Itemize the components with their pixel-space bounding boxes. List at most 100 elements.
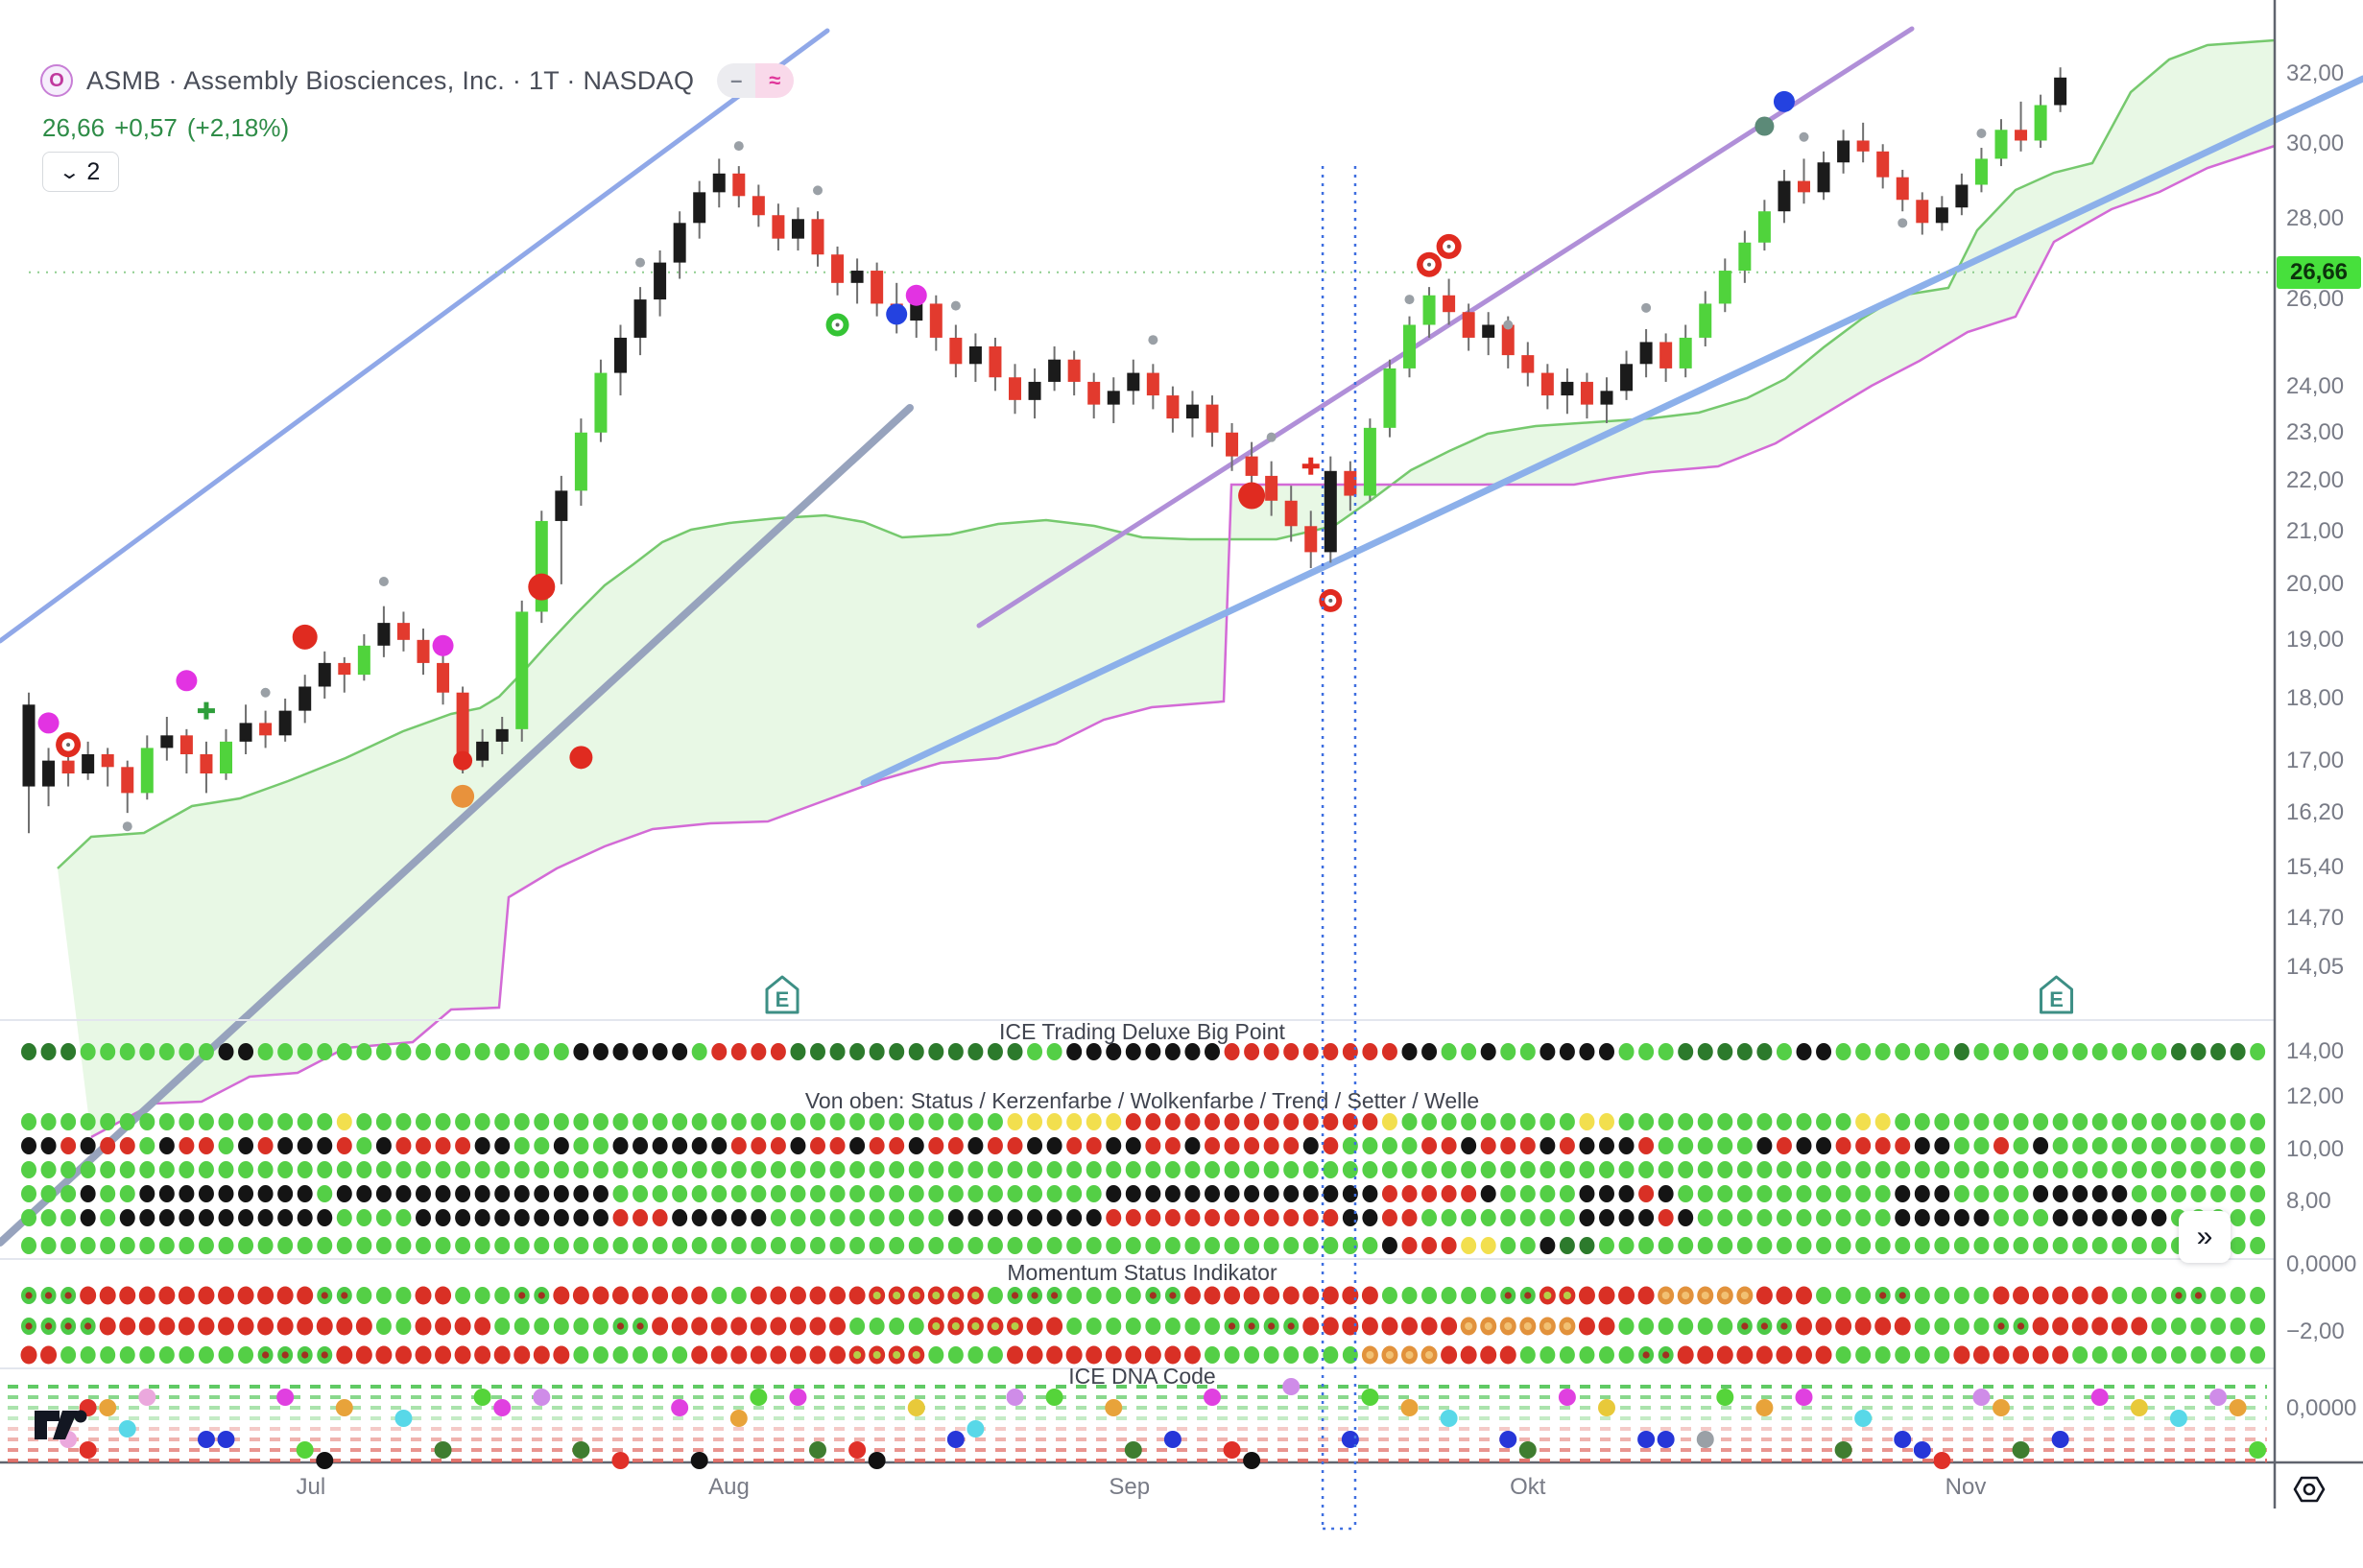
candle-body[interactable] [1087, 381, 1101, 405]
candle-body[interactable] [1107, 391, 1120, 405]
candle-body[interactable] [791, 219, 804, 239]
candle-body[interactable] [712, 173, 726, 193]
candle-body[interactable] [1403, 324, 1416, 368]
candle-body[interactable] [1048, 359, 1062, 382]
candle-body[interactable] [594, 372, 608, 433]
candle-body[interactable] [1718, 271, 1731, 304]
candle-body[interactable] [1916, 200, 1929, 224]
tradingview-logo-icon[interactable] [33, 1403, 94, 1452]
candle-body[interactable] [811, 219, 824, 255]
candle-body[interactable] [673, 223, 686, 263]
candle-body[interactable] [1757, 211, 1771, 243]
candle-body[interactable] [1817, 162, 1830, 193]
candle-body[interactable] [357, 645, 370, 676]
candle-body[interactable] [1482, 324, 1495, 338]
candle-body[interactable] [614, 337, 627, 373]
candle-body[interactable] [1876, 151, 1890, 178]
candle-body[interactable] [417, 639, 430, 663]
candle-body[interactable] [1304, 526, 1318, 553]
candle-body[interactable] [338, 662, 351, 676]
candle-body[interactable] [1699, 303, 1712, 338]
candle-body[interactable] [1383, 368, 1396, 428]
candle-body[interactable] [1284, 500, 1298, 527]
expand-panel-button[interactable]: » [2179, 1211, 2231, 1263]
candle-body[interactable] [1501, 324, 1515, 356]
candle-body[interactable] [772, 215, 785, 239]
candle-body[interactable] [693, 192, 706, 224]
wave-toggle-button[interactable]: ≈ [755, 63, 795, 98]
candle-body[interactable] [298, 686, 312, 711]
candle-body[interactable] [1639, 342, 1653, 365]
minus-toggle-button[interactable]: – [717, 63, 756, 98]
candle-body[interactable] [121, 767, 134, 794]
candle-body[interactable] [1837, 140, 1850, 163]
candle-body[interactable] [989, 345, 1002, 378]
candle-body[interactable] [495, 728, 509, 742]
candle-body[interactable] [259, 723, 273, 736]
candle-body[interactable] [1462, 312, 1475, 338]
candle-body[interactable] [1185, 404, 1199, 419]
earnings-icon[interactable] [2040, 975, 2074, 1014]
earnings-icon[interactable] [765, 975, 800, 1014]
candle-body[interactable] [1540, 372, 1554, 396]
collapse-indicators-button[interactable]: ⌄ 2 [42, 152, 119, 192]
candle-body[interactable] [1935, 207, 1948, 224]
candle-body[interactable] [1324, 470, 1337, 553]
candle-body[interactable] [22, 704, 36, 787]
candle-body[interactable] [1344, 470, 1357, 496]
candle-body[interactable] [278, 710, 292, 736]
candle-body[interactable] [437, 662, 450, 693]
candle-body[interactable] [1028, 381, 1041, 400]
candle-body[interactable] [1166, 395, 1180, 419]
candle-body[interactable] [1245, 456, 1258, 476]
candle-body[interactable] [752, 196, 765, 216]
candle-body[interactable] [929, 303, 943, 338]
candle-body[interactable] [831, 254, 845, 283]
candle-body[interactable] [1778, 180, 1791, 212]
candle-body[interactable] [61, 760, 75, 774]
candle-body[interactable] [179, 735, 193, 755]
candle-body[interactable] [1994, 130, 2008, 159]
candle-body[interactable] [1738, 242, 1752, 272]
candle-body[interactable] [555, 490, 568, 521]
candle-body[interactable] [42, 760, 56, 787]
candle-body[interactable] [101, 754, 114, 768]
candle-body[interactable] [476, 741, 489, 761]
candle-body[interactable] [1856, 140, 1870, 152]
candle-body[interactable] [1265, 475, 1278, 501]
candle-body[interactable] [1009, 377, 1021, 400]
candle-body[interactable] [871, 271, 884, 304]
candle-body[interactable] [1363, 427, 1376, 496]
trend-line[interactable] [976, 26, 1915, 629]
symbol-title[interactable]: ASMB · Assembly Biosciences, Inc. · 1T ·… [86, 65, 695, 95]
candle-body[interactable] [239, 723, 252, 742]
candle-body[interactable] [1620, 364, 1634, 392]
candle-body[interactable] [1896, 177, 1909, 201]
candle-body[interactable] [1955, 184, 1969, 208]
candle-body[interactable] [2054, 77, 2067, 106]
candle-body[interactable] [654, 262, 667, 300]
candle-body[interactable] [1600, 391, 1613, 405]
candle-body[interactable] [1798, 180, 1810, 193]
candle-body[interactable] [1561, 381, 1574, 396]
candle-body[interactable] [1659, 342, 1673, 368]
candle-body[interactable] [82, 754, 95, 774]
candle-body[interactable] [1679, 337, 1692, 368]
candle-body[interactable] [200, 754, 213, 774]
trend-line[interactable] [0, 404, 914, 1247]
candle-body[interactable] [910, 303, 923, 321]
candle-body[interactable] [633, 299, 647, 338]
settings-gear-icon[interactable] [2290, 1470, 2328, 1513]
candle-body[interactable] [318, 662, 331, 687]
candle-body[interactable] [220, 741, 232, 774]
candle-body[interactable] [1067, 359, 1081, 382]
candle-body[interactable] [1521, 355, 1535, 373]
trend-line[interactable] [860, 75, 2363, 787]
candle-body[interactable] [1146, 372, 1159, 396]
candle-body[interactable] [515, 611, 529, 729]
candle-body[interactable] [574, 432, 587, 491]
candle-body[interactable] [1127, 372, 1140, 392]
candle-body[interactable] [396, 623, 410, 640]
trend-line[interactable] [0, 28, 830, 644]
